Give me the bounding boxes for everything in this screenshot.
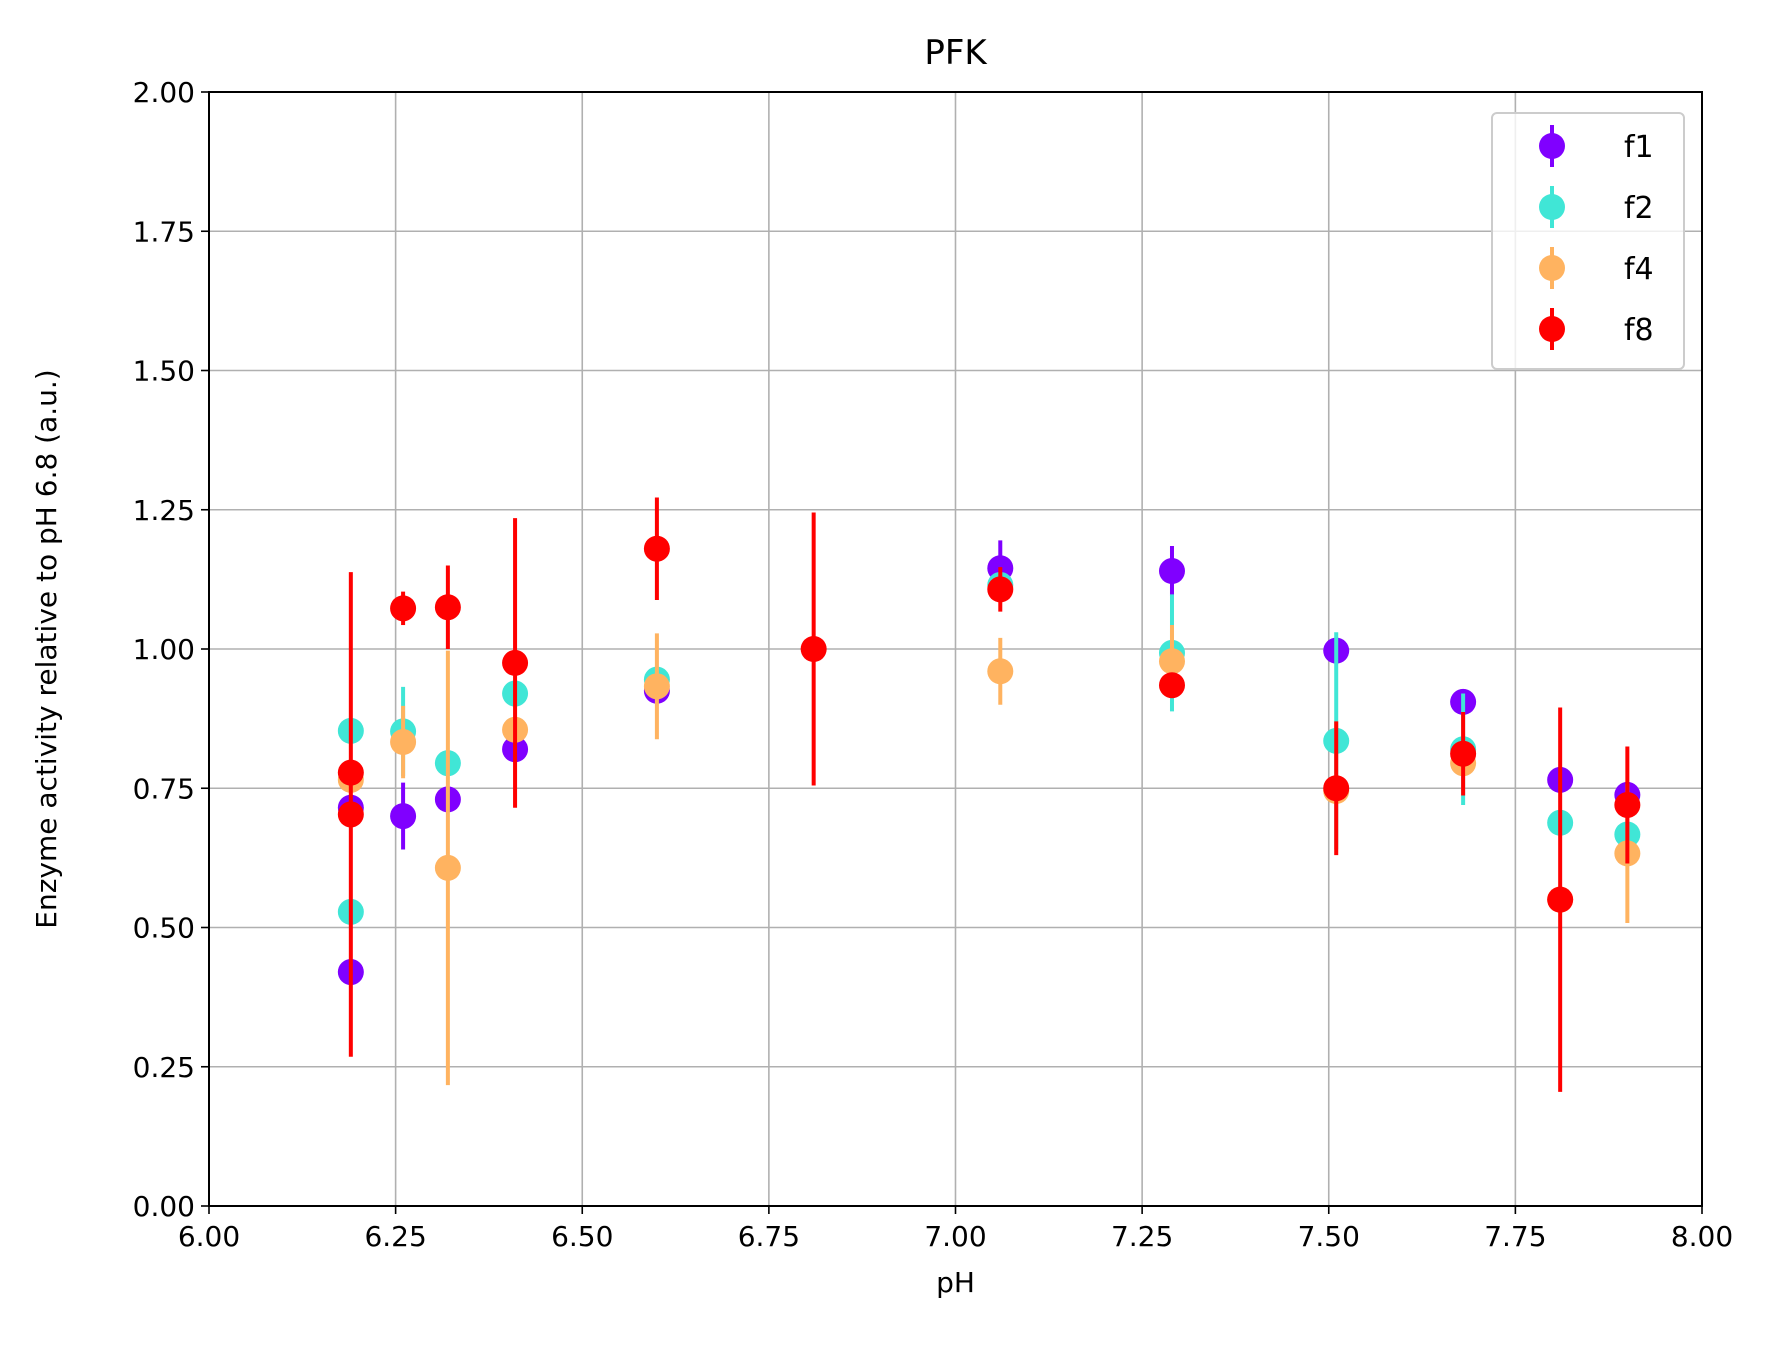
y-tick-label: 0.50 <box>133 912 195 945</box>
legend-marker <box>1539 316 1565 342</box>
data-point <box>1614 791 1641 818</box>
y-tick-label: 0.00 <box>133 1190 195 1223</box>
x-tick-label: 7.50 <box>1298 1220 1360 1253</box>
y-tick-label: 1.75 <box>133 215 195 248</box>
data-point <box>337 759 364 786</box>
y-tick-label: 1.00 <box>133 633 195 666</box>
legend: f1 f2 f4 f8 <box>1491 112 1685 370</box>
chart-title: PFK <box>924 33 988 73</box>
data-point <box>337 801 364 828</box>
x-tick-label: 6.25 <box>364 1220 426 1253</box>
data-point <box>800 636 827 662</box>
x-axis-label: pH <box>936 1266 975 1299</box>
series-f8 <box>337 497 1641 1092</box>
legend-label: f8 <box>1624 313 1654 348</box>
y-tick-label: 1.50 <box>133 355 195 388</box>
data-point <box>502 649 529 676</box>
y-tick-label: 1.25 <box>133 494 195 527</box>
legend-label: f2 <box>1624 191 1654 226</box>
data-point <box>390 803 417 830</box>
plot-area <box>337 497 1641 1092</box>
data-point <box>1158 648 1185 675</box>
x-axis: 6.00 6.25 6.50 6.75 7.00 7.25 7.50 7.75 8.00 <box>178 1206 1733 1253</box>
y-tick-label: 0.75 <box>133 772 195 805</box>
data-point <box>1158 672 1185 699</box>
x-tick-label: 6.00 <box>178 1220 240 1253</box>
data-point <box>1323 775 1350 802</box>
legend-box <box>1491 112 1685 370</box>
data-point <box>1547 886 1574 913</box>
legend-marker <box>1539 133 1565 159</box>
data-point <box>390 595 417 622</box>
legend-label: f1 <box>1624 130 1654 165</box>
legend-marker <box>1539 255 1565 281</box>
y-axis: 0.00 0.25 0.50 0.75 1.00 1.25 1.50 1.75 2.00 <box>133 76 209 1223</box>
data-point <box>643 535 670 562</box>
data-point <box>643 673 670 700</box>
legend-marker <box>1539 194 1565 220</box>
y-tick-label: 0.25 <box>133 1051 195 1084</box>
data-point <box>434 854 461 881</box>
data-point <box>1450 740 1477 767</box>
x-tick-label: 7.75 <box>1484 1220 1546 1253</box>
y-tick-label: 2.00 <box>133 76 195 109</box>
legend-label: f4 <box>1624 252 1654 287</box>
x-tick-label: 6.75 <box>738 1220 800 1253</box>
y-axis-label: Enzyme activity relative to pH 6.8 (a.u.… <box>30 369 63 928</box>
x-tick-label: 8.00 <box>1671 1220 1733 1253</box>
x-tick-label: 7.00 <box>924 1220 986 1253</box>
data-point <box>434 594 461 621</box>
data-point <box>987 658 1014 685</box>
data-point <box>987 576 1014 603</box>
x-tick-label: 6.50 <box>551 1220 613 1253</box>
x-tick-label: 7.25 <box>1111 1220 1173 1253</box>
data-point <box>390 729 417 756</box>
data-point <box>1158 558 1185 585</box>
